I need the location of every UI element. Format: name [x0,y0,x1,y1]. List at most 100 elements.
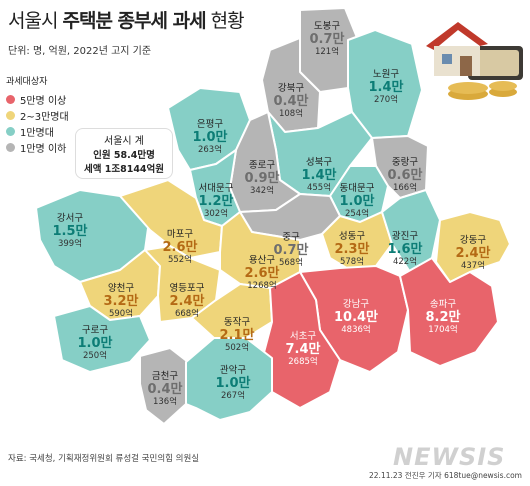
district-name: 송파구 [429,299,457,310]
district-area [399,257,499,367]
district-label: 영등포구 2.4만 668억 [169,283,205,320]
district-tax: 422억 [392,256,418,267]
district-name: 성북구 [305,157,333,168]
district-name: 양천구 [107,283,135,294]
district-area [381,189,441,273]
district-tax: 1704억 [428,324,458,335]
district-people: 3.2만 [103,293,139,309]
district-tax: 568억 [278,257,304,268]
district-name: 도봉구 [313,21,341,32]
district-label: 동대문구 1.0만 254억 [340,183,375,220]
district-tax: 302억 [203,208,229,219]
district-name: 강남구 [342,299,370,310]
district-label: 양천구 3.2만 590억 [103,283,139,320]
legend-label: 5만명 이상 [20,95,67,107]
district-label: 중구 0.7만 568억 [273,232,309,269]
district-name: 서대문구 [198,183,234,194]
district-label: 은평구 1.0만 263억 [193,119,228,156]
seoul-total-callout: 서울시 계 인원 58.4만명 세액 1조8144억원 [76,129,172,178]
district-name: 금천구 [151,371,179,382]
district-name: 광진구 [391,231,419,242]
legend: 과세대상자 5만명 이상 2~3만명대 1만명대 1만명 이하 [6,74,69,155]
district-tax: 270억 [373,94,399,105]
district-tax: 254억 [344,208,370,219]
district-name: 용산구 [248,255,276,266]
unit-note: 단위: 명, 억원, 2022년 고지 기준 [8,46,152,57]
district-label: 강동구 2.4만 437억 [455,235,491,272]
district-people: 0.6만 [387,167,423,183]
newsis-watermark: NEWSIS [393,443,506,471]
district-people: 1.4만 [368,79,404,95]
source-note: 자료: 국세청, 기획재정위원회 류성걸 국민의힘 의원실 [8,454,200,464]
legend-label: 2~3만명대 [20,111,69,123]
district-people: 2.6만 [244,265,280,281]
legend-item: 1만명 이하 [6,139,69,155]
district-label: 성북구 1.4만 455억 [301,157,337,194]
district-label: 광진구 1.6만 422억 [387,231,423,268]
legend-label: 1만명 이하 [20,143,67,155]
legend-dot [6,94,15,104]
callout-title: 서울시 계 [104,136,144,147]
district-tax: 2685억 [288,356,318,367]
callout-people: 인원 58.4만명 [93,150,155,161]
district-people: 1.0만 [77,335,113,351]
district-people: 0.4만 [147,381,183,397]
district-label: 마포구 2.6만 552억 [163,229,198,266]
district-people: 1.0만 [215,375,251,391]
district-people: 2.3만 [334,241,370,257]
district-tax: 668억 [174,308,200,319]
district-label: 관악구 1.0만 267억 [215,365,251,402]
district-label: 중랑구 0.6만 166억 [387,157,423,194]
title-light: 서울시 [8,10,58,32]
credit-line: 22.11.23 전진우 기자 618tue@newsis.com [369,471,522,480]
district-name: 관악구 [219,365,247,376]
page-title: 서울시 주택분 종부세 과세 현황 [8,6,245,33]
legend-item: 2~3만명대 [6,107,69,123]
district-tax: 437억 [460,260,486,271]
legend-title: 과세대상자 [6,77,48,87]
district-people: 7.4만 [285,341,321,357]
legend-item: 5만명 이상 [6,91,69,107]
district-label: 도봉구 0.7만 121억 [310,21,345,58]
house-money-illustration [426,22,523,100]
district-people: 10.4만 [333,309,379,325]
legend-item: 1만명대 [6,123,69,139]
district-people: 1.6만 [387,241,423,257]
district-people: 1.4만 [301,167,337,183]
district-label: 종로구 0.9만 342억 [244,160,280,197]
district-tax: 4836억 [341,324,371,335]
district-people: 0.9만 [244,170,280,186]
district-tax: 121억 [314,46,340,57]
district-tax: 590억 [108,308,134,319]
district-label: 동작구 2.1만 502억 [220,317,255,354]
district-name: 강북구 [277,83,305,94]
legend-dot [6,142,15,152]
district-people: 8.2만 [425,309,461,325]
district-label: 용산구 2.6만 1268억 [244,255,280,292]
district-label: 서초구 7.4만 2685억 [285,331,321,368]
district-tax: 399억 [57,238,83,249]
district-people: 1.2만 [198,193,234,209]
district-tax: 552억 [167,254,193,265]
district-name: 마포구 [166,229,194,240]
district-label: 서대문구 1.2만 302억 [198,183,234,220]
district-name: 동작구 [223,317,251,328]
district-label: 강북구 0.4만 108억 [273,83,309,120]
district-people: 0.4만 [273,93,309,109]
district-label: 구로구 1.0만 250억 [77,325,113,362]
district-tax: 250억 [82,350,108,361]
district-name: 영등포구 [169,283,205,294]
legend-dot [6,126,15,136]
district-people: 0.7만 [273,242,309,258]
district-label: 금천구 0.4만 136억 [147,371,183,408]
han-river [60,248,500,320]
district-name: 은평구 [196,119,224,130]
district-area [53,305,151,373]
district-tax: 1268억 [247,280,277,291]
district-name: 강서구 [56,213,84,224]
district-people: 2.4만 [169,293,205,309]
district-name: 종로구 [248,160,276,171]
district-people: 2.4만 [455,245,491,261]
district-area [139,347,189,425]
